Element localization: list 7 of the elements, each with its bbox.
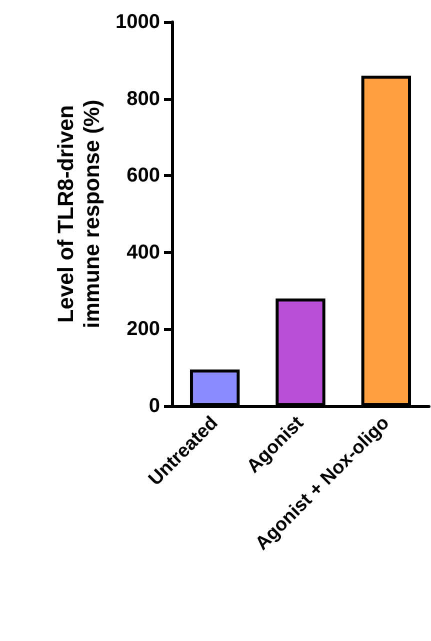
y-tick-label: 1000: [116, 11, 160, 33]
y-tick-label: 200: [126, 318, 160, 340]
y-tick-label: 400: [126, 241, 160, 264]
y-axis-title: Level of TLR8-driven immune response (%): [53, 100, 104, 328]
y-tick-label: 800: [126, 88, 160, 110]
y-tick-label: 0: [148, 395, 160, 417]
y-tick-label: 600: [126, 164, 160, 187]
